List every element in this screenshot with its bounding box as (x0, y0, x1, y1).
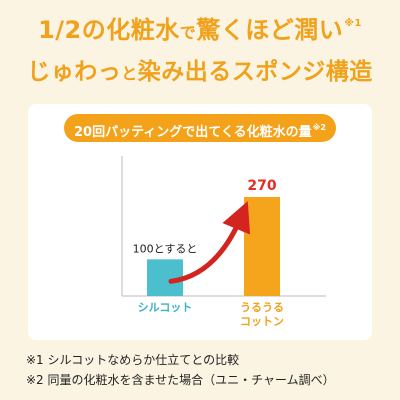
chart-card: 20回パッティングで出てくる化粧水の量※2 100とすると 270 シルコット うるう… (28, 104, 372, 340)
headline-particle: で (179, 23, 197, 42)
headline-text: 1/2の化粧水 (38, 16, 180, 44)
footnote: ※2 同量の化粧水を含ませた場合（ユニ・チャーム調べ） (26, 373, 335, 387)
headline-text: じゅわっ (27, 59, 122, 85)
footnotes: ※1 シルコットなめらか仕立てとの比較 ※2 同量の化粧水を含ませた場合（ユニ・… (26, 350, 386, 390)
headline-text: 驚くほど潤い (196, 16, 344, 44)
bar (147, 259, 183, 296)
headline-line-2: じゅわっと染み出るスポンジ構造 (0, 52, 400, 86)
data-label: 100とすると (133, 242, 198, 255)
category-label: コットン (240, 315, 284, 328)
headline-particle: と (121, 64, 138, 83)
footnote-marker: ※1 (344, 18, 362, 29)
footnote-marker: ※2 (312, 123, 326, 132)
data-label: 270 (247, 178, 276, 194)
category-label: シルコット (138, 301, 193, 314)
banner-text: 20回パッティングで出てくる化粧水の量 (73, 125, 312, 140)
headline-line-1: 1/2の化粧水で驚くほど潤い※1 (0, 10, 400, 45)
growth-arrow (168, 201, 251, 284)
bar (244, 197, 280, 296)
footnote: ※1 シルコットなめらか仕立てとの比較 (26, 353, 240, 367)
headline-text: 染み出るスポンジ構造 (137, 59, 373, 85)
category-label: うるうる (240, 301, 284, 314)
chart-banner: 20回パッティングで出てくる化粧水の量※2 (64, 114, 336, 142)
